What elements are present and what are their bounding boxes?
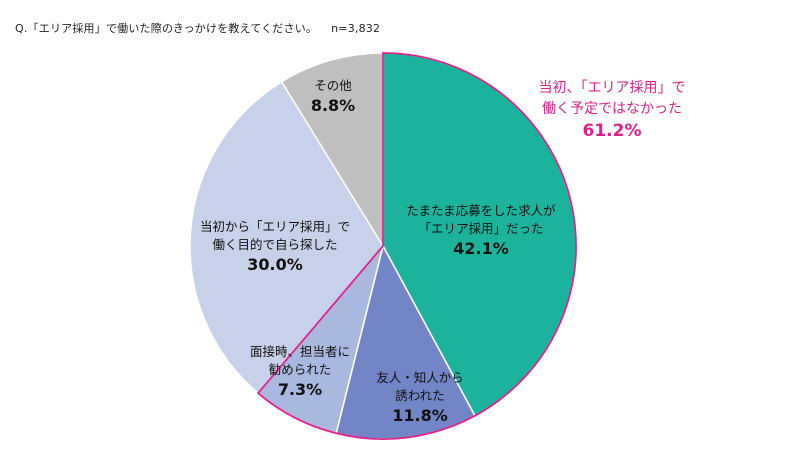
slice-label-3-line-2: 勧められた (269, 362, 332, 377)
slice-percent-5: 8.8% (311, 96, 355, 115)
highlight-percent: 61.2% (583, 121, 642, 141)
question-header: Q.「エリア採用」で働いた際のきっかけを教えてください。 n=3,832 (15, 20, 394, 36)
slice-label-4-line-2: 働く目的で自ら探した (212, 237, 337, 252)
slice-label-2-line-2: 誘われた (395, 388, 444, 403)
highlight-label-line-1: 当初、「エリア採用」で (539, 79, 686, 96)
pie-slice-4 (189, 80, 384, 395)
sample-size: n=3,832 (331, 22, 381, 35)
slice-label-2-line-1: 友人・知人から (376, 370, 464, 385)
pie-slice-5 (280, 52, 384, 249)
question-text: Q.「エリア採用」で働いた際のきっかけを教えてください。 (15, 22, 318, 35)
slice-percent-4: 30.0% (247, 255, 303, 274)
slice-label-4-line-1: 当初から「エリア採用」で (200, 219, 350, 234)
slice-label-1-line-1: たまたま応募をした求人が (406, 203, 556, 218)
slice-label-3-line-1: 面接時、担当者に (250, 344, 350, 359)
highlight-outline (256, 52, 577, 440)
slice-percent-3: 7.3% (278, 380, 322, 399)
slice-percent-1: 42.1% (453, 239, 509, 258)
slice-label-1-line-2: 「エリア採用」だった (418, 221, 543, 236)
slice-percent-2: 11.8% (392, 406, 448, 425)
slice-label-5-line-1: その他 (314, 78, 352, 93)
highlight-label-line-2: 働く予定ではなかった (542, 101, 682, 117)
